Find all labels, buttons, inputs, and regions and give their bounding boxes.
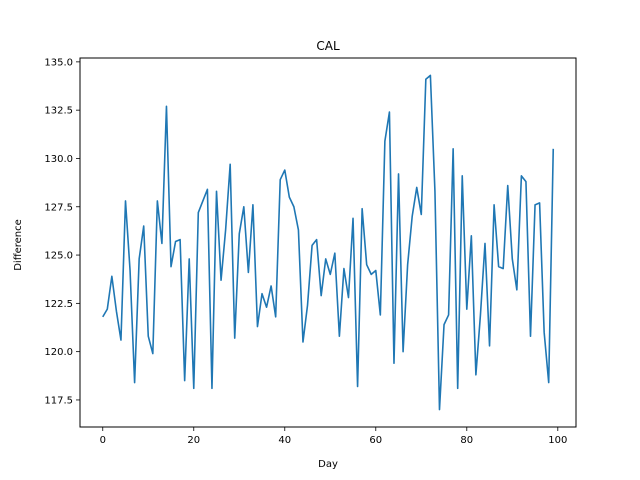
x-tick-label: 20 <box>187 435 200 446</box>
y-tick-label: 135.0 <box>44 57 73 68</box>
x-axis-label: Day <box>318 459 338 470</box>
y-tick-label: 120.0 <box>44 347 73 358</box>
y-tick-label: 132.5 <box>44 106 73 117</box>
y-tick-label: 127.5 <box>44 202 73 213</box>
x-axis: 0 20 40 60 80 100 <box>100 427 567 446</box>
x-tick-label: 100 <box>548 435 567 446</box>
y-axis-label: Difference <box>13 219 24 271</box>
x-tick-label: 80 <box>460 435 473 446</box>
x-tick-label: 0 <box>100 435 106 446</box>
series-line <box>102 74 555 411</box>
y-axis: 117.5 120.0 122.5 125.0 127.5 130.0 132.5 135.0 <box>44 57 80 406</box>
chart-title: CAL <box>316 39 340 53</box>
y-tick-label: 117.5 <box>44 395 73 406</box>
y-tick-label: 122.5 <box>44 299 73 310</box>
x-tick-label: 60 <box>369 435 382 446</box>
y-tick-label: 130.0 <box>44 154 73 165</box>
axes-frame <box>79 57 577 428</box>
y-tick-label: 125.0 <box>44 251 73 262</box>
series-group <box>102 74 555 411</box>
x-tick-label: 40 <box>278 435 291 446</box>
